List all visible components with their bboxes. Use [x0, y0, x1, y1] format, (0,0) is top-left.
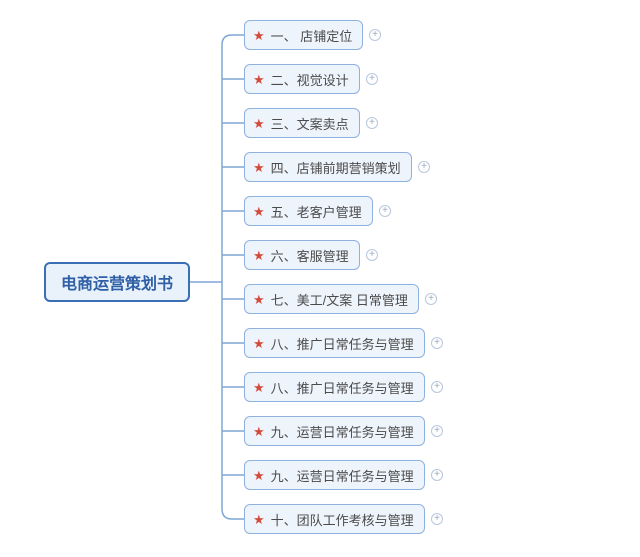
- child-node[interactable]: ★ 二、视觉设计: [244, 64, 360, 94]
- star-icon: ★: [253, 249, 265, 262]
- expand-glyph: +: [434, 470, 440, 480]
- star-icon: ★: [253, 161, 265, 174]
- child-label: 八、推广日常任务与管理: [271, 334, 414, 353]
- star-icon: ★: [253, 73, 265, 86]
- child-label: 九、运营日常任务与管理: [271, 422, 414, 441]
- expand-toggle[interactable]: +: [366, 73, 378, 85]
- star-icon: ★: [253, 293, 265, 306]
- expand-toggle[interactable]: +: [379, 205, 391, 217]
- root-label: 电商运营策划书: [61, 270, 173, 294]
- star-icon: ★: [253, 469, 265, 482]
- child-node[interactable]: ★ 九、运营日常任务与管理: [244, 460, 425, 490]
- child-node[interactable]: ★ 一、 店铺定位: [244, 20, 363, 50]
- expand-glyph: +: [434, 426, 440, 436]
- child-label: 七、美工/文案 日常管理: [271, 290, 408, 309]
- child-label: 九、运营日常任务与管理: [271, 466, 414, 485]
- child-label: 八、推广日常任务与管理: [271, 378, 414, 397]
- child-label: 四、店铺前期营销策划: [271, 158, 401, 177]
- expand-toggle[interactable]: +: [431, 381, 443, 393]
- expand-glyph: +: [369, 118, 375, 128]
- star-icon: ★: [253, 29, 265, 42]
- expand-glyph: +: [434, 514, 440, 524]
- expand-glyph: +: [369, 250, 375, 260]
- child-node[interactable]: ★ 四、店铺前期营销策划: [244, 152, 412, 182]
- child-node[interactable]: ★ 八、推广日常任务与管理: [244, 328, 425, 358]
- expand-toggle[interactable]: +: [431, 469, 443, 481]
- expand-toggle[interactable]: +: [366, 117, 378, 129]
- child-node[interactable]: ★ 六、客服管理: [244, 240, 360, 270]
- child-label: 五、老客户管理: [271, 202, 362, 221]
- expand-toggle[interactable]: +: [425, 293, 437, 305]
- expand-glyph: +: [382, 206, 388, 216]
- star-icon: ★: [253, 425, 265, 438]
- expand-glyph: +: [372, 30, 378, 40]
- child-node[interactable]: ★ 三、文案卖点: [244, 108, 360, 138]
- expand-glyph: +: [434, 382, 440, 392]
- expand-toggle[interactable]: +: [431, 513, 443, 525]
- child-node[interactable]: ★ 十、团队工作考核与管理: [244, 504, 425, 534]
- child-node[interactable]: ★ 九、运营日常任务与管理: [244, 416, 425, 446]
- child-label: 三、文案卖点: [271, 114, 349, 133]
- expand-toggle[interactable]: +: [418, 161, 430, 173]
- root-node[interactable]: 电商运营策划书: [44, 262, 190, 302]
- star-icon: ★: [253, 117, 265, 130]
- child-node[interactable]: ★ 八、推广日常任务与管理: [244, 372, 425, 402]
- mindmap-canvas: 电商运营策划书 ★ 一、 店铺定位 ★ 二、视觉设计 ★ 三、文案卖点 ★ 四、店铺前期营销策划…: [0, 0, 640, 557]
- expand-toggle[interactable]: +: [431, 337, 443, 349]
- expand-toggle[interactable]: +: [369, 29, 381, 41]
- child-label: 十、团队工作考核与管理: [271, 510, 414, 529]
- expand-glyph: +: [434, 338, 440, 348]
- star-icon: ★: [253, 205, 265, 218]
- child-node[interactable]: ★ 五、老客户管理: [244, 196, 373, 226]
- child-label: 一、 店铺定位: [271, 26, 353, 45]
- expand-toggle[interactable]: +: [366, 249, 378, 261]
- star-icon: ★: [253, 381, 265, 394]
- expand-glyph: +: [369, 74, 375, 84]
- expand-toggle[interactable]: +: [431, 425, 443, 437]
- child-label: 六、客服管理: [271, 246, 349, 265]
- star-icon: ★: [253, 337, 265, 350]
- expand-glyph: +: [428, 294, 434, 304]
- star-icon: ★: [253, 513, 265, 526]
- expand-glyph: +: [421, 162, 427, 172]
- child-label: 二、视觉设计: [271, 70, 349, 89]
- child-node[interactable]: ★ 七、美工/文案 日常管理: [244, 284, 419, 314]
